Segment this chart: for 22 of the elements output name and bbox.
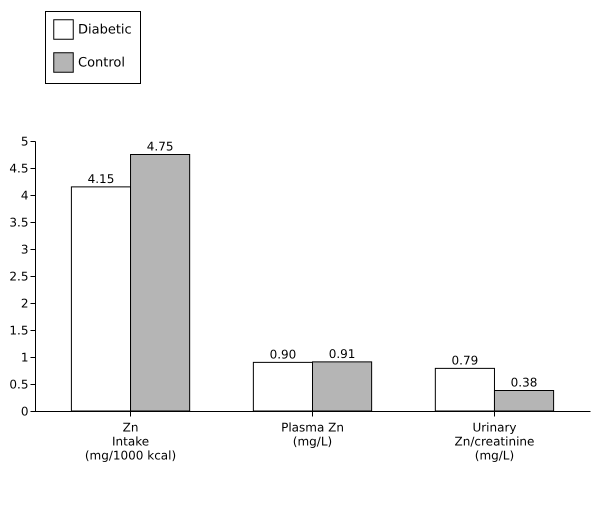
y-tick-label: 0.5	[9, 378, 28, 392]
data-label: 4.75	[146, 140, 174, 154]
y-tick-label: 0	[20, 404, 28, 418]
y-tick-label: 3.5	[9, 216, 28, 230]
data-label: 4.15	[88, 172, 114, 186]
data-label: 0.91	[328, 346, 356, 361]
legend-label: Control	[78, 56, 125, 70]
y-tick-label: 4.5	[9, 162, 28, 176]
y-tick-label: 3	[20, 242, 28, 256]
data-label: 0.79	[452, 353, 478, 368]
y-tick-label: 4	[20, 188, 28, 202]
y-tick-label: 5	[20, 134, 28, 148]
data-label: 0.90	[270, 347, 296, 362]
y-tick-label: 1.5	[9, 324, 28, 338]
x-tick-label: Zn Intake (mg/1000 kcal)	[84, 420, 176, 462]
x-tick-label: Urinary Zn/creatinine (mg/L)	[454, 420, 534, 462]
legend-label: Diabetic	[78, 22, 132, 38]
y-tick-label: 2.5	[9, 270, 28, 284]
y-tick-label: 1	[20, 350, 28, 364]
y-tick-label: 2	[20, 296, 28, 310]
data-label: 0.38	[510, 375, 538, 390]
x-tick-label: Plasma Zn (mg/L)	[281, 420, 344, 448]
